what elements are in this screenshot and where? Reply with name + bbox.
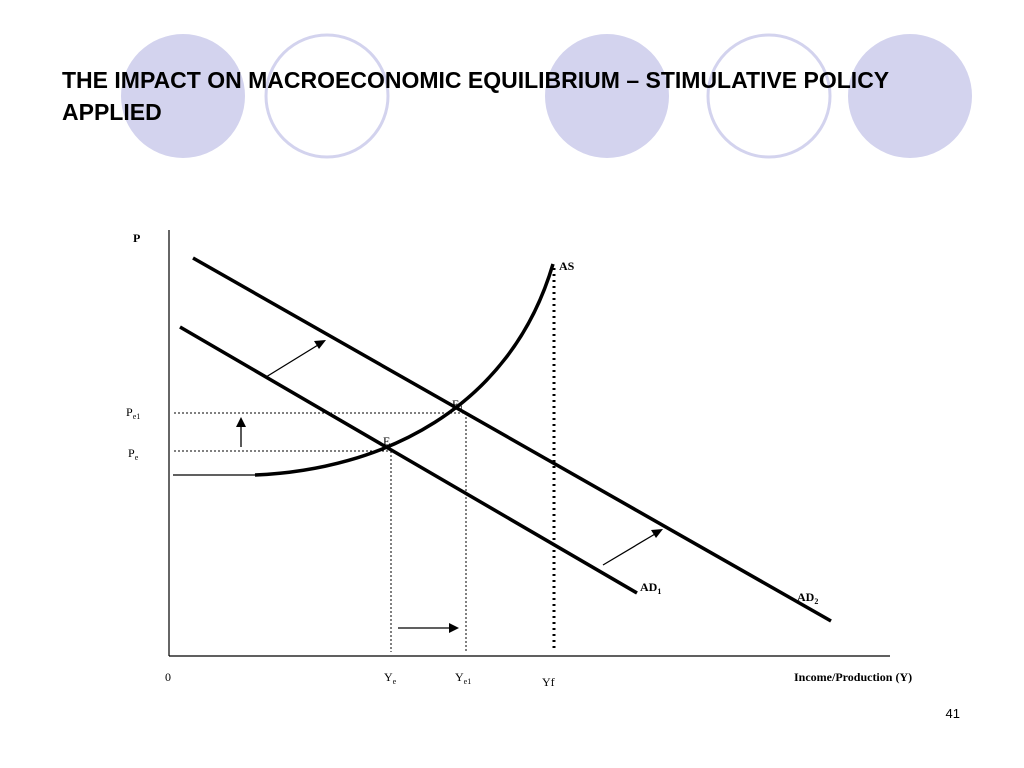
e-label: E: [383, 434, 390, 448]
deco-circle-1: [121, 34, 245, 158]
decorative-circles: [121, 33, 972, 159]
ad1-label: AD1: [640, 580, 661, 596]
y-axis-label: P: [133, 231, 140, 245]
origin-label: 0: [165, 670, 171, 684]
deco-circle-3: [545, 34, 669, 158]
deco-circle-4: [706, 33, 832, 159]
shift-arrow-upper: [265, 340, 326, 378]
deco-circle-5: [848, 34, 972, 158]
ad1-curve: [179, 325, 638, 595]
as-curve: [254, 263, 555, 477]
as-label: AS: [559, 259, 575, 273]
ye1-label: Ye1: [455, 670, 471, 686]
price-up-arrow: [236, 417, 246, 447]
ye-label: Ye: [384, 670, 397, 686]
shift-arrow-lower: [602, 529, 663, 566]
output-right-arrow: [398, 623, 459, 633]
ad2-curve: [192, 256, 832, 623]
pe-label: Pe: [128, 446, 139, 462]
slide-number: 41: [945, 706, 960, 721]
x-axis-label: Income/Production (Y): [794, 670, 912, 684]
slide-title: THE IMPACT ON MACROECONOMIC EQUILIBRIUM …: [62, 67, 889, 125]
e1-label: E1: [452, 397, 463, 413]
pe1-label: Pe1: [126, 405, 140, 421]
deco-circle-2: [264, 33, 390, 159]
ad2-label: AD2: [797, 590, 818, 606]
yf-label: Yf: [542, 675, 555, 689]
